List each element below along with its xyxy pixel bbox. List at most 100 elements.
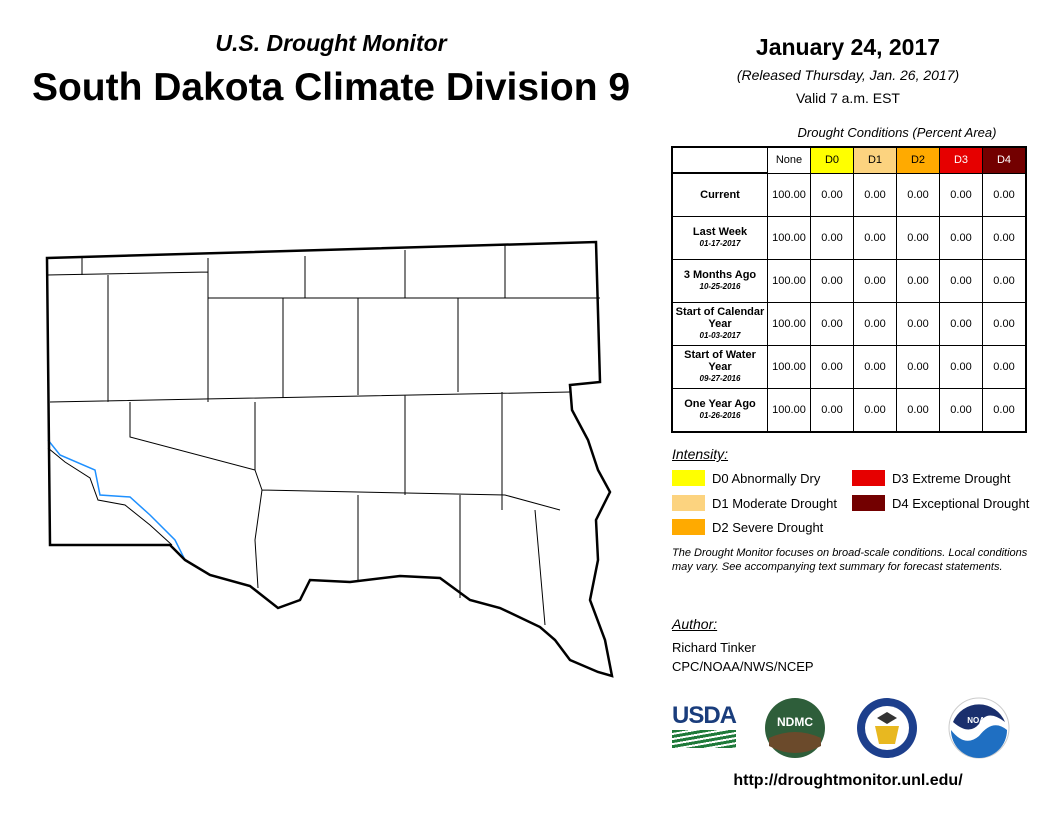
cell-d2: 0.00 [896, 216, 940, 260]
row-date: 01-26-2016 [699, 411, 741, 420]
column-header-d2: D2 [896, 146, 940, 174]
map-date: January 24, 2017 [755, 34, 941, 60]
cell-none: 100.00 [767, 302, 811, 346]
row-date: 09-27-2016 [699, 374, 741, 383]
svg-text:NOAA: NOAA [967, 716, 991, 725]
missouri-river [47, 439, 211, 576]
cell-d2: 0.00 [896, 172, 940, 217]
noaa-logo: NOAA [948, 697, 1010, 759]
column-header-d4: D4 [982, 146, 1027, 174]
column-header-d1: D1 [853, 146, 897, 174]
cell-d4: 0.00 [982, 302, 1027, 346]
author-info: Richard Tinker CPC/NOAA/NWS/NCEP [672, 638, 814, 676]
cell-d3: 0.00 [939, 216, 983, 260]
table-row: Start of Water Year 09-27-2016 100.00 0.00 0… [671, 345, 1027, 389]
row-date: 10-25-2016 [699, 282, 741, 291]
legend-label: D3 Extreme Drought [892, 470, 1011, 486]
cell-d1: 0.00 [853, 302, 897, 346]
cell-d4: 0.00 [982, 388, 1027, 433]
column-header-none: None [767, 146, 811, 174]
row-label: Last Week 01-17-2017 [671, 216, 768, 260]
row-label-text: 3 Months Ago [683, 269, 757, 281]
legend-swatch [672, 470, 705, 486]
row-label: Current [671, 172, 768, 217]
cell-d1: 0.00 [853, 172, 897, 217]
legend-item: D4 Exceptional Drought [852, 495, 1029, 511]
svg-text:NDMC: NDMC [777, 715, 813, 729]
cell-d1: 0.00 [853, 388, 897, 433]
cell-d1: 0.00 [853, 216, 897, 260]
cell-d0: 0.00 [810, 388, 854, 433]
author-org: CPC/NOAA/NWS/NCEP [672, 659, 814, 674]
website-link[interactable]: http://droughtmonitor.unl.edu/ [733, 772, 963, 789]
cell-d3: 0.00 [939, 172, 983, 217]
table-header-row: None D0 D1 D2 D3 D4 [672, 146, 1027, 174]
row-label-text: Start of Calendar Year [675, 306, 765, 330]
legend-label: D0 Abnormally Dry [712, 470, 821, 486]
map-title: South Dakota Climate Division 9 [31, 66, 631, 109]
cell-d2: 0.00 [896, 388, 940, 433]
row-label: Start of Calendar Year 01-03-2017 [671, 302, 768, 346]
cell-d2: 0.00 [896, 345, 940, 389]
cell-d0: 0.00 [810, 259, 854, 303]
row-label: 3 Months Ago 10-25-2016 [671, 259, 768, 303]
legend-swatch [852, 495, 885, 511]
subtitle: U.S. Drought Monitor [215, 30, 447, 56]
usda-logo: USDA [672, 702, 737, 748]
cell-none: 100.00 [767, 259, 811, 303]
division-outline [45, 240, 614, 678]
column-header-d3: D3 [939, 146, 983, 174]
cell-none: 100.00 [767, 345, 811, 389]
row-label-text: One Year Ago [684, 398, 756, 410]
row-label-text: Start of Water Year [684, 349, 756, 373]
cell-d0: 0.00 [810, 172, 854, 217]
county-lines [46, 245, 600, 626]
legend-swatch [672, 495, 705, 511]
cell-d0: 0.00 [810, 302, 854, 346]
table-row: One Year Ago 01-26-2016 100.00 0.00 0.00 0.00… [671, 388, 1027, 433]
cell-d4: 0.00 [982, 345, 1027, 389]
row-label-text: Current [700, 189, 740, 201]
row-date: 01-17-2017 [699, 239, 741, 248]
table-caption: Drought Conditions (Percent Area) [797, 125, 997, 140]
row-date: 01-03-2017 [699, 331, 741, 340]
legend-item: D1 Moderate Drought [672, 495, 837, 511]
division-map [45, 240, 614, 678]
cell-d0: 0.00 [810, 345, 854, 389]
commerce-seal [857, 698, 917, 758]
cell-d3: 0.00 [939, 259, 983, 303]
cell-d4: 0.00 [982, 172, 1027, 217]
cell-none: 100.00 [767, 388, 811, 433]
legend-title: Intensity: [672, 446, 729, 462]
legend-label: D1 Moderate Drought [712, 495, 838, 511]
cell-d3: 0.00 [939, 302, 983, 346]
cell-d2: 0.00 [896, 302, 940, 346]
legend-item: D3 Extreme Drought [852, 470, 1011, 486]
drought-table: None D0 D1 D2 D3 D4 Current 100.00 0.00 0.00 0.00… [671, 146, 1027, 433]
row-label: Start of Water Year 09-27-2016 [671, 345, 768, 389]
author-name: Richard Tinker [672, 640, 756, 655]
author-label: Author: [672, 616, 718, 632]
table-row: Last Week 01-17-2017 100.00 0.00 0.00 0.00 0.0… [671, 216, 1027, 260]
table-row: Current 100.00 0.00 0.00 0.00 0.00 0.00 [671, 172, 1027, 217]
legend-label: D2 Severe Drought [712, 519, 824, 535]
cell-d2: 0.00 [896, 259, 940, 303]
cell-d4: 0.00 [982, 216, 1027, 260]
cell-d3: 0.00 [939, 345, 983, 389]
cell-d4: 0.00 [982, 259, 1027, 303]
legend-item: D0 Abnormally Dry [672, 470, 820, 486]
disclaimer-note: The Drought Monitor focuses on broad-sca… [672, 547, 1028, 573]
row-label: One Year Ago 01-26-2016 [671, 388, 768, 433]
cell-none: 100.00 [767, 216, 811, 260]
row-label-text: Last Week [692, 226, 748, 238]
cell-d1: 0.00 [853, 345, 897, 389]
legend-item: D2 Severe Drought [672, 519, 823, 535]
ndmc-logo: NDMC [765, 698, 825, 758]
legend-swatch [672, 519, 705, 535]
valid-time: Valid 7 a.m. EST [795, 90, 900, 106]
cell-d0: 0.00 [810, 216, 854, 260]
cell-none: 100.00 [767, 172, 811, 217]
table-row: 3 Months Ago 10-25-2016 100.00 0.00 0.00 0.00… [671, 259, 1027, 303]
table-row: Start of Calendar Year 01-03-2017 100.00 0.… [671, 302, 1027, 346]
